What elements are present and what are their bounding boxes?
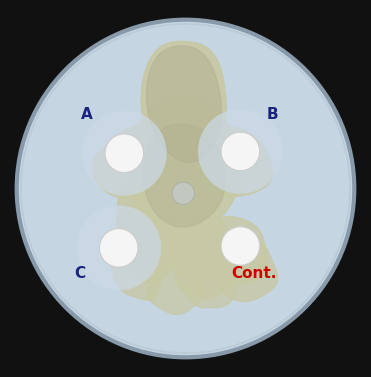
Circle shape xyxy=(172,182,194,204)
Polygon shape xyxy=(213,238,278,302)
Polygon shape xyxy=(150,95,219,168)
Text: Cont.: Cont. xyxy=(232,266,277,281)
Polygon shape xyxy=(158,179,220,263)
Polygon shape xyxy=(147,267,203,314)
Polygon shape xyxy=(92,124,187,199)
Circle shape xyxy=(221,227,260,265)
Text: C: C xyxy=(74,266,85,281)
Polygon shape xyxy=(200,217,268,285)
Polygon shape xyxy=(117,177,190,273)
Text: A: A xyxy=(81,107,93,122)
Polygon shape xyxy=(186,268,235,308)
Circle shape xyxy=(99,228,138,267)
Polygon shape xyxy=(147,46,221,162)
Circle shape xyxy=(198,109,283,194)
Text: B: B xyxy=(267,107,279,122)
Circle shape xyxy=(105,134,144,173)
Polygon shape xyxy=(141,41,226,169)
Polygon shape xyxy=(183,124,273,197)
Polygon shape xyxy=(127,101,240,233)
Circle shape xyxy=(17,20,354,357)
Circle shape xyxy=(82,111,167,196)
Circle shape xyxy=(221,132,260,171)
Circle shape xyxy=(76,205,161,290)
Polygon shape xyxy=(165,205,230,278)
Polygon shape xyxy=(111,231,162,300)
Polygon shape xyxy=(144,124,225,227)
Polygon shape xyxy=(171,235,232,299)
Polygon shape xyxy=(116,202,173,284)
